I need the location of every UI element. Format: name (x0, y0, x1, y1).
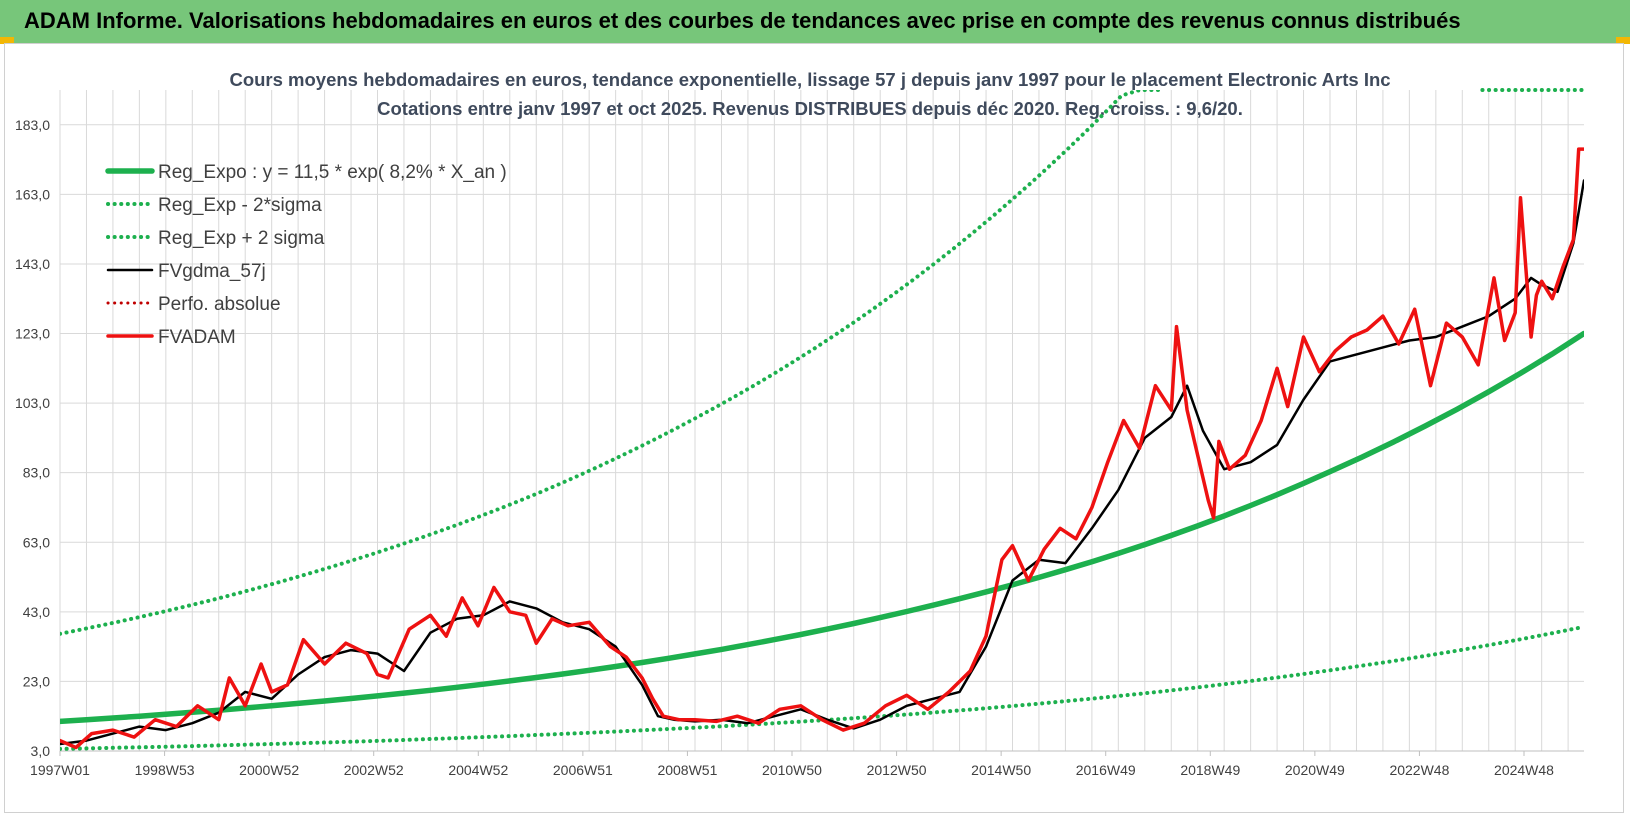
y-tick-label: 3,0 (31, 743, 51, 759)
y-tick-label: 123,0 (15, 326, 50, 342)
y-tick-label: 183,0 (15, 117, 50, 133)
series-line-reg (60, 624, 1584, 751)
legend-entry-label: Perfo. absolue (158, 294, 281, 315)
x-tick-label: 1998W53 (135, 762, 195, 778)
x-tick-label: 2020W49 (1285, 762, 1345, 778)
y-tick-label: 143,0 (15, 256, 50, 272)
y-tick-label: 103,0 (15, 395, 50, 411)
x-tick-label: 2024W48 (1494, 762, 1554, 778)
y-tick-label: 43,0 (23, 604, 50, 620)
legend-entry-label: FVADAM (158, 327, 236, 348)
x-tick-label: 2002W52 (344, 762, 404, 778)
x-tick-label: 2004W52 (448, 762, 508, 778)
x-tick-label: 2000W52 (239, 762, 299, 778)
legend-entry-label: Reg_Exp + 2 sigma (158, 228, 325, 249)
chart-title-line: Cotations entre janv 1997 et oct 2025. R… (377, 98, 1243, 119)
banner-corner-left (0, 37, 14, 44)
legend-entry-label: FVgdma_57j (158, 261, 266, 282)
x-tick-label: 2012W50 (867, 762, 927, 778)
y-tick-label: 63,0 (23, 534, 50, 550)
series-line-reg (60, 90, 1160, 636)
y-tick-label: 163,0 (15, 186, 50, 202)
x-tick-label: 2014W50 (971, 762, 1031, 778)
x-tick-label: 2006W51 (553, 762, 613, 778)
legend-entry-label: Reg_Exp - 2*sigma (158, 195, 322, 216)
report-banner: ADAM Informe. Valorisations hebdomadaire… (0, 0, 1630, 43)
series-line-price (60, 147, 1584, 750)
x-tick-label: 2022W48 (1389, 762, 1449, 778)
y-tick-label: 23,0 (23, 673, 50, 689)
y-tick-label: 83,0 (23, 465, 50, 481)
page-title: ADAM Informe. Valorisations hebdomadaire… (24, 8, 1461, 33)
legend-entry-label: Reg_Expo : y = 11,5 * exp( 8,2% * X_an ) (158, 162, 507, 183)
chart-frame (4, 43, 1624, 813)
series-line-reg (60, 330, 1584, 725)
x-tick-label: 2016W49 (1076, 762, 1136, 778)
chart-title-line: Cours moyens hebdomadaires en euros, ten… (229, 69, 1390, 90)
x-tick-label: 2008W51 (657, 762, 717, 778)
banner-corner-right (1616, 37, 1630, 44)
x-tick-label: 2018W49 (1180, 762, 1240, 778)
x-tick-label: 1997W01 (30, 762, 90, 778)
x-tick-label: 2010W50 (762, 762, 822, 778)
